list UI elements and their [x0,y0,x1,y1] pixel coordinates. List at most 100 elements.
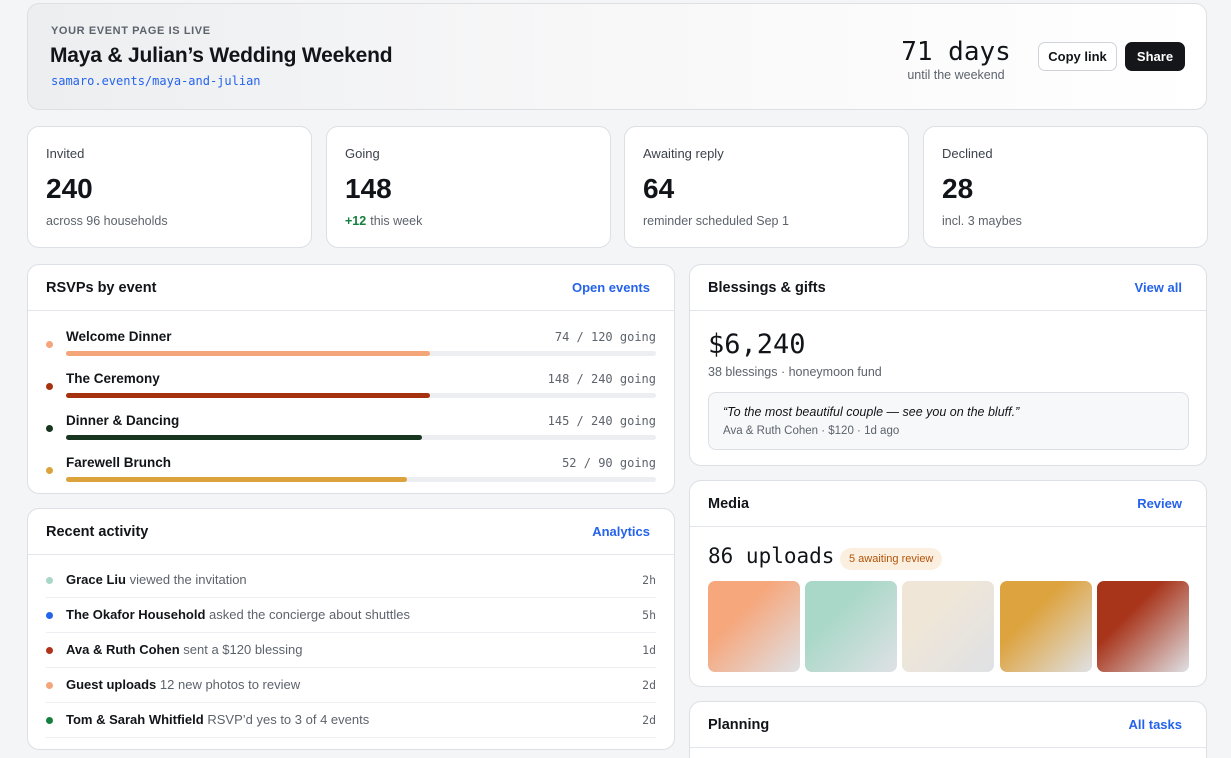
stat-caption: across 96 households [46,214,168,228]
activity-action: viewed the invitation [129,572,247,587]
all-tasks-link[interactable]: All tasks [1128,717,1182,732]
activity-action: asked the concierge about shuttles [209,607,410,622]
activity-time: 5h [642,608,656,622]
event-progress-track [66,435,656,440]
activity-item[interactable]: Ava & Ruth Cohen sent a $120 blessing 1d [46,633,656,668]
activity-panel: Recent activity Analytics Grace Liu view… [27,508,675,750]
event-progress-track [66,477,656,482]
activity-time: 2d [642,678,656,692]
event-row[interactable]: The Ceremony 148 / 240 going [28,364,674,406]
activity-time: 2h [642,573,656,587]
share-button[interactable]: Share [1125,42,1185,71]
activity-action: 12 new photos to review [159,677,301,692]
view-all-link[interactable]: View all [1134,280,1182,295]
activity-item[interactable]: Tom & Sarah Whitfield RSVP’d yes to 3 of… [46,703,656,738]
event-name: Dinner & Dancing [66,413,180,428]
panel-header: Planning All tasks [690,702,1206,748]
countdown-caption: until the weekend [907,68,1005,82]
activity-time: 1d [642,643,656,657]
stat-value: 64 [643,173,675,204]
event-color-dot [46,425,53,432]
activity-text: Ava & Ruth Cohen sent a $120 blessing [66,642,303,657]
event-name: Farewell Brunch [66,455,172,470]
blessing-quote: “To the most beautiful couple — see you … [723,405,1020,419]
stat-label: Invited [46,146,85,161]
stat-caption: reminder scheduled Sep 1 [643,214,789,228]
latest-blessing-card[interactable]: “To the most beautiful couple — see you … [708,392,1189,450]
blessings-caption: 38 blessings · honeymoon fund [708,365,882,379]
activity-text: The Okafor Household asked the concierge… [66,607,410,622]
event-row[interactable]: Farewell Brunch 52 / 90 going [28,448,674,490]
media-thumbnail[interactable] [1000,581,1092,672]
page-title: Maya & Julian’s Wedding Weekend [50,44,393,67]
event-row[interactable]: Welcome Dinner 74 / 120 going [28,322,674,364]
open-events-link[interactable]: Open events [571,280,650,295]
media-thumbnail[interactable] [1097,581,1189,672]
event-going-count: 145 / 240 going [547,414,656,428]
media-thumbnail[interactable] [902,581,994,672]
event-progress-track [66,351,656,356]
stat-card-awaiting: Awaiting reply 64 reminder scheduled Sep… [624,126,909,248]
stat-value: 28 [942,173,974,204]
stat-card-declined: Declined 28 incl. 3 maybes [923,126,1208,248]
event-going-count: 74 / 120 going [554,330,656,344]
stat-card-invited: Invited 240 across 96 households [27,126,312,248]
activity-text: Guest uploads 12 new photos to review [66,677,300,692]
event-color-dot [46,341,53,348]
panel-title: Blessings & gifts [708,280,826,296]
stat-caption-text: this week [370,214,423,228]
event-going-count: 148 / 240 going [547,372,656,386]
activity-item[interactable]: Grace Liu viewed the invitation 2h [46,563,656,598]
stat-delta: +12 [345,214,367,228]
activity-actor: Ava & Ruth Cohen [66,642,180,657]
blessing-author: Ava & Ruth Cohen · $120 · 1d ago [723,425,900,437]
activity-text: Tom & Sarah Whitfield RSVP’d yes to 3 of… [66,712,369,727]
copy-link-button[interactable]: Copy link [1038,42,1117,71]
blessings-panel: Blessings & gifts View all $6,240 38 ble… [689,264,1207,466]
activity-dot [46,647,53,654]
activity-time: 2d [642,713,656,727]
event-row[interactable]: Dinner & Dancing 145 / 240 going [28,406,674,448]
event-color-dot [46,467,53,474]
live-status-label: YOUR EVENT PAGE IS LIVE [51,25,211,37]
panel-title: RSVPs by event [46,280,157,296]
stat-caption: incl. 3 maybes [942,214,1022,228]
uploads-count: 86 uploads [708,544,835,568]
panel-header: Recent activity Analytics [28,509,674,555]
activity-actor: The Okafor Household [66,607,206,622]
activity-dot [46,682,53,689]
rsvp-panel: RSVPs by event Open events Welcome Dinne… [27,264,675,494]
activity-dot [46,612,53,619]
analytics-link[interactable]: Analytics [592,524,650,539]
activity-item[interactable]: Guest uploads 12 new photos to review 2d [46,668,656,703]
activity-item[interactable]: The Okafor Household asked the concierge… [46,598,656,633]
planning-panel: Planning All tasks [689,701,1207,758]
event-header: YOUR EVENT PAGE IS LIVE Maya & Julian’s … [27,3,1207,110]
panel-title: Planning [708,717,770,733]
stat-label: Awaiting reply [643,146,724,161]
media-thumbnail[interactable] [805,581,897,672]
event-color-dot [46,383,53,390]
activity-text: Grace Liu viewed the invitation [66,572,247,587]
panel-header: Blessings & gifts View all [690,265,1206,311]
event-url-link[interactable]: samaro.events/maya-and-julian [51,74,261,88]
countdown-value: 71 days [901,37,1011,67]
media-panel: Media Review 86 uploads 5 awaiting revie… [689,480,1207,687]
panel-title: Recent activity [46,524,149,540]
stat-value: 148 [345,173,392,204]
stat-card-going: Going 148 +12 this week [326,126,611,248]
stat-label: Declined [942,146,993,161]
event-progress-fill [66,435,423,440]
review-link[interactable]: Review [1137,496,1182,511]
activity-action: sent a $120 blessing [183,642,303,657]
activity-dot [46,577,53,584]
event-progress-track [66,393,656,398]
event-name: The Ceremony [66,371,160,386]
event-progress-fill [66,477,407,482]
awaiting-review-badge: 5 awaiting review [840,548,943,570]
blessings-total: $6,240 [708,329,806,360]
media-thumbnail[interactable] [708,581,800,672]
panel-header: Media Review [690,481,1206,527]
activity-actor: Guest uploads [66,677,157,692]
panel-title: Media [708,496,750,512]
